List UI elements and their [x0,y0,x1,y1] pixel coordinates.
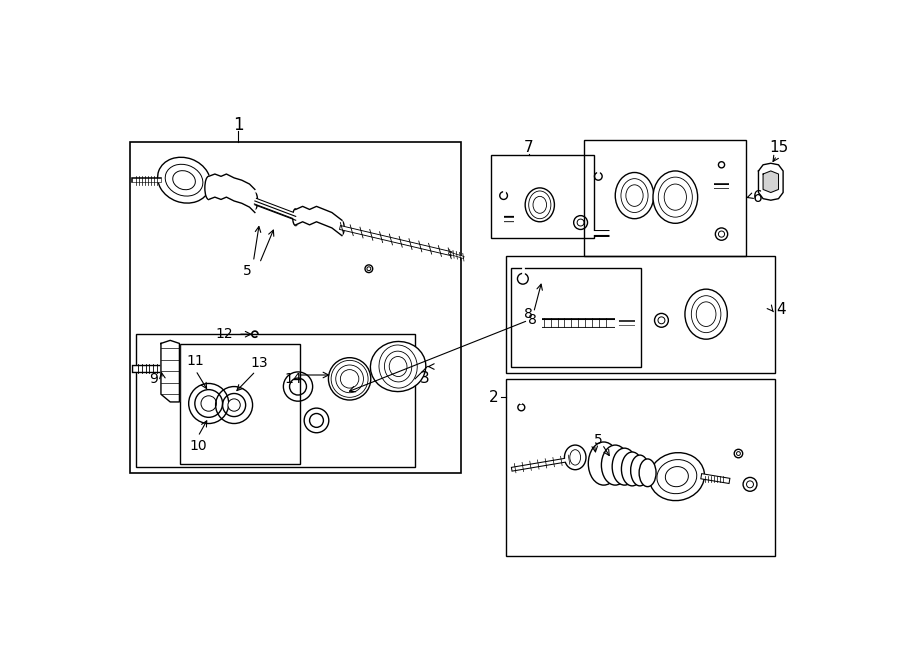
Text: 1: 1 [232,116,243,134]
Ellipse shape [639,459,656,486]
Ellipse shape [365,265,373,272]
Polygon shape [209,174,255,213]
Ellipse shape [631,455,649,486]
Text: 13: 13 [251,356,268,370]
Ellipse shape [649,453,705,500]
Text: 8: 8 [524,307,533,321]
Text: 8: 8 [527,313,536,327]
Ellipse shape [589,442,619,485]
Text: 12: 12 [215,327,233,341]
Ellipse shape [201,396,216,411]
Text: 14: 14 [284,372,302,386]
Text: 7: 7 [524,140,534,155]
Text: 6: 6 [752,190,762,205]
Text: 15: 15 [769,140,788,155]
Ellipse shape [339,221,344,235]
Ellipse shape [371,342,426,391]
Text: 4: 4 [776,302,786,317]
Ellipse shape [601,445,629,485]
Polygon shape [759,163,783,200]
Ellipse shape [228,399,240,411]
Ellipse shape [526,188,554,222]
Ellipse shape [158,157,211,203]
Ellipse shape [616,173,653,219]
Polygon shape [763,171,778,192]
Ellipse shape [292,209,299,225]
Text: 9: 9 [148,372,157,386]
Ellipse shape [685,289,727,339]
Text: 11: 11 [186,354,204,368]
Text: 5: 5 [243,264,252,278]
Ellipse shape [653,171,698,223]
Text: 2: 2 [489,390,499,405]
Text: 10: 10 [189,439,207,453]
Polygon shape [161,340,179,402]
Ellipse shape [564,445,586,470]
Text: 3: 3 [419,371,429,386]
Ellipse shape [205,176,212,200]
Ellipse shape [621,452,643,486]
Ellipse shape [612,448,637,485]
Ellipse shape [328,358,371,400]
Polygon shape [296,206,342,235]
Text: 5: 5 [594,434,603,447]
Ellipse shape [252,192,257,210]
